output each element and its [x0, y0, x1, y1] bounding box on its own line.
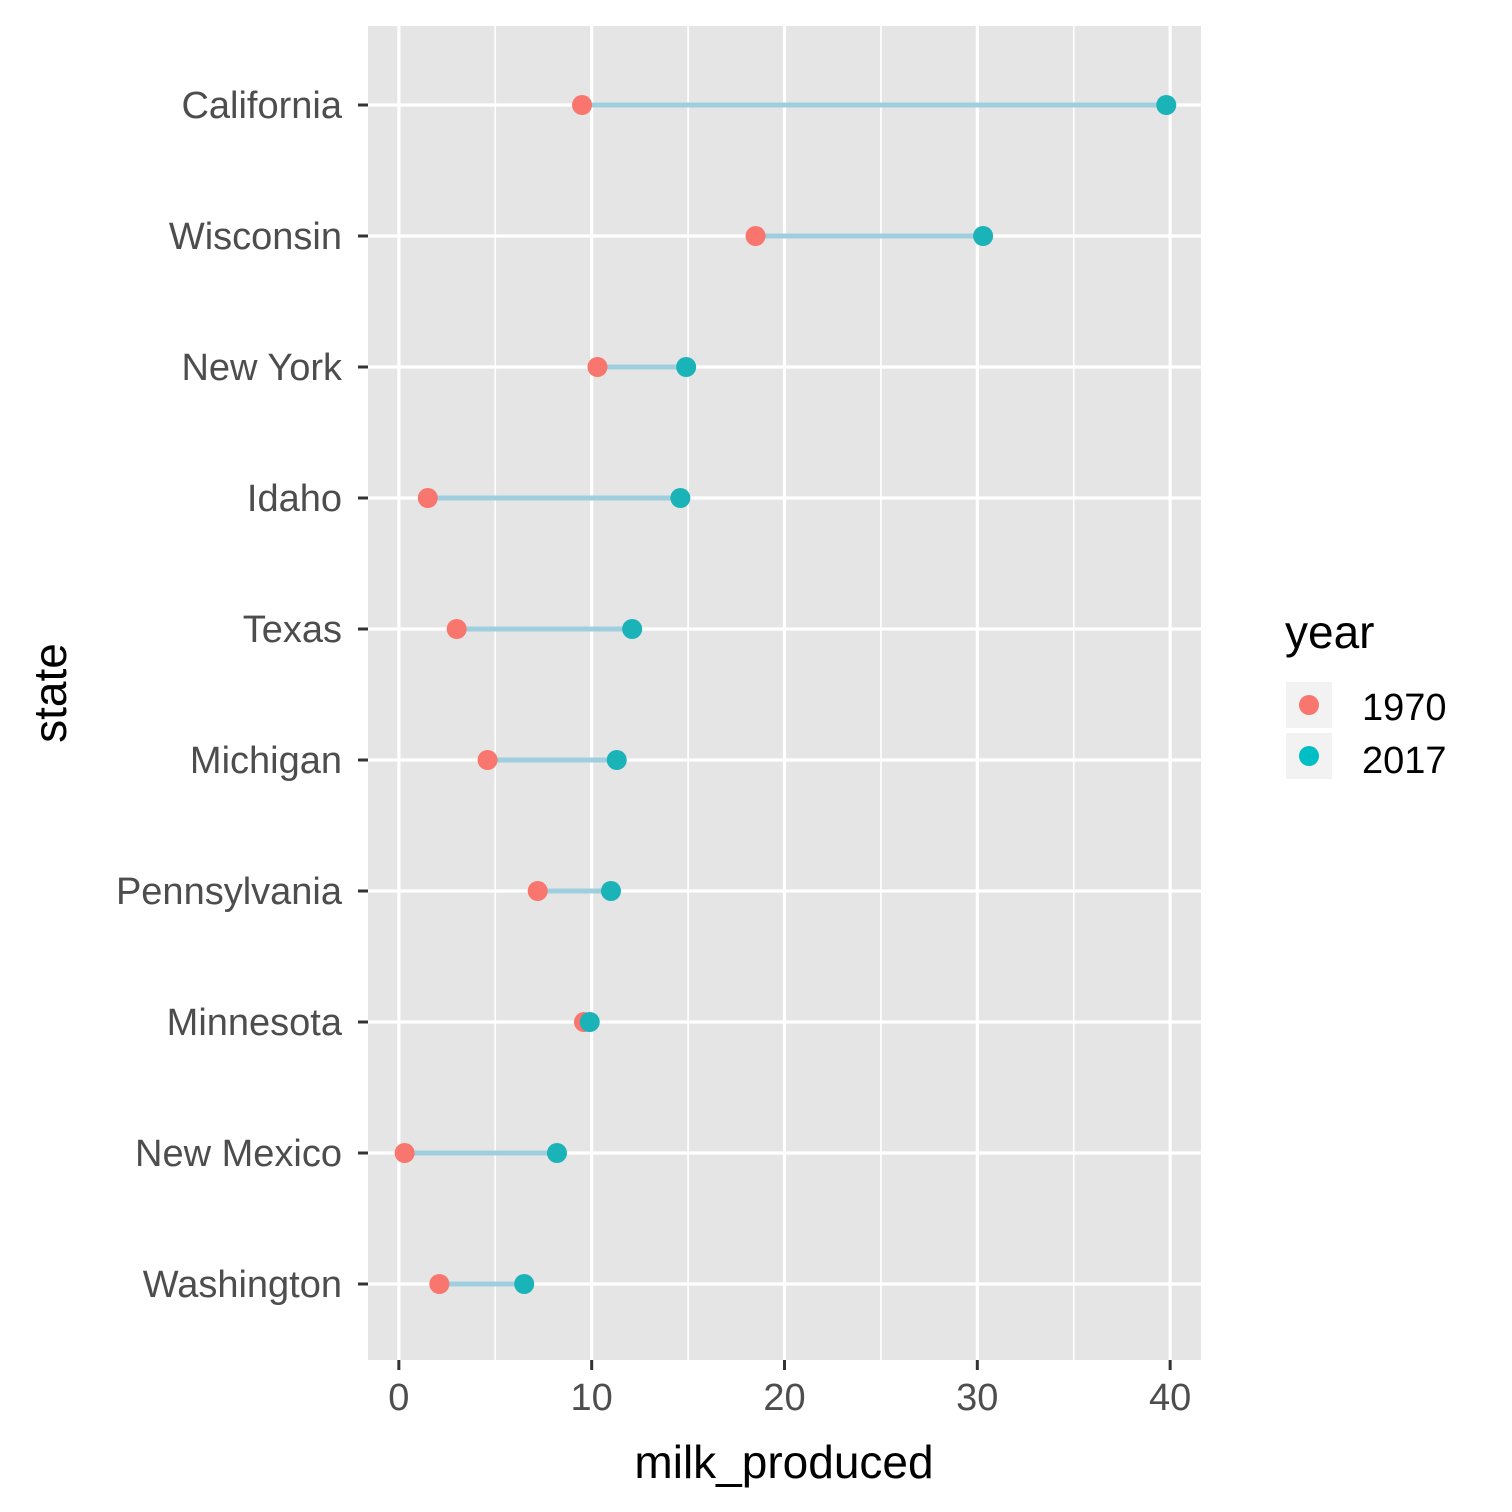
y-tick-label: Idaho [247, 478, 342, 520]
x-axis-title: milk_produced [634, 1436, 933, 1488]
point-2017 [606, 750, 627, 770]
y-tick-label: Pennsylvania [116, 871, 343, 913]
y-tick-label: California [181, 85, 342, 127]
x-tick-label: 20 [763, 1377, 805, 1419]
y-tick-label: Wisconsin [169, 216, 342, 258]
data-points [394, 95, 1177, 1294]
legend-marker-2017 [1299, 746, 1319, 766]
point-1970 [429, 1274, 450, 1294]
point-2017 [600, 881, 621, 901]
y-tick-label: Minnesota [167, 1002, 343, 1044]
legend-marker-1970 [1299, 695, 1319, 715]
y-tick-label: Texas [243, 609, 342, 651]
point-2017 [514, 1274, 535, 1294]
point-1970 [572, 95, 593, 115]
point-1970 [745, 226, 766, 246]
point-2017 [1156, 95, 1177, 115]
point-2017 [670, 488, 691, 508]
point-2017 [622, 619, 643, 639]
point-2017 [579, 1012, 600, 1032]
y-axis: California Wisconsin New York Idaho Texas Mic… [116, 85, 368, 1306]
y-axis-title: state [24, 643, 76, 743]
point-1970 [394, 1143, 415, 1163]
point-2017 [546, 1143, 567, 1163]
legend: year 1970 2017 [1285, 606, 1447, 782]
x-tick-label: 0 [388, 1377, 409, 1419]
x-tick-label: 30 [956, 1377, 998, 1419]
legend-label-1970: 1970 [1362, 687, 1447, 729]
point-1970 [446, 619, 467, 639]
dumbbell-segments [404, 102, 1167, 1287]
legend-label-2017: 2017 [1362, 740, 1447, 782]
point-1970 [527, 881, 548, 901]
point-1970 [587, 357, 608, 377]
x-axis: 0 10 20 30 40 [388, 1360, 1191, 1419]
point-1970 [417, 488, 438, 508]
x-tick-label: 40 [1149, 1377, 1191, 1419]
legend-title: year [1285, 606, 1374, 658]
point-1970 [477, 750, 498, 770]
point-2017 [973, 226, 994, 246]
y-tick-label: Michigan [190, 740, 342, 782]
y-tick-label: Washington [143, 1264, 342, 1306]
point-2017 [676, 357, 697, 377]
y-tick-label: New York [181, 347, 343, 389]
x-tick-label: 10 [571, 1377, 613, 1419]
y-tick-label: New Mexico [135, 1133, 342, 1175]
minor-gridlines [494, 26, 1075, 1360]
